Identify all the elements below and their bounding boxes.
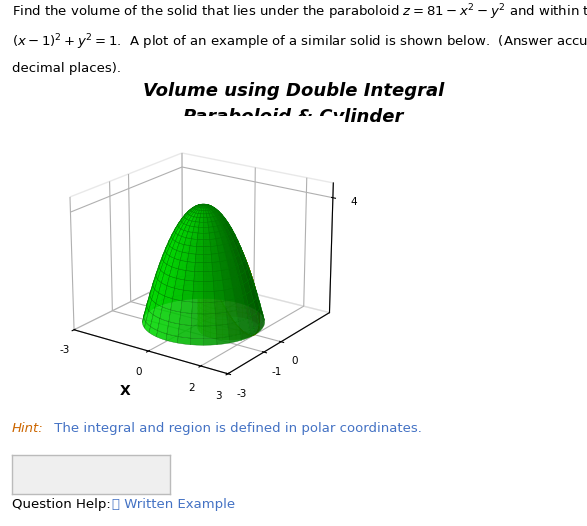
Text: 📄 Written Example: 📄 Written Example xyxy=(112,498,235,511)
X-axis label: X: X xyxy=(120,384,130,398)
Text: $(x-1)^2 + y^2 = 1$.  A plot of an example of a similar solid is shown below.  (: $(x-1)^2 + y^2 = 1$. A plot of an exampl… xyxy=(12,33,587,52)
Text: decimal places).: decimal places). xyxy=(12,62,121,75)
Text: The integral and region is defined in polar coordinates.: The integral and region is defined in po… xyxy=(50,422,422,435)
Text: Question Help:: Question Help: xyxy=(12,498,110,511)
Text: Hint:: Hint: xyxy=(12,422,43,435)
Text: Find the volume of the solid that lies under the paraboloid $z = 81 - x^2 - y^2$: Find the volume of the solid that lies u… xyxy=(12,3,587,22)
Text: Paraboloid & Cylinder: Paraboloid & Cylinder xyxy=(183,108,404,126)
Text: Volume using Double Integral: Volume using Double Integral xyxy=(143,82,444,99)
